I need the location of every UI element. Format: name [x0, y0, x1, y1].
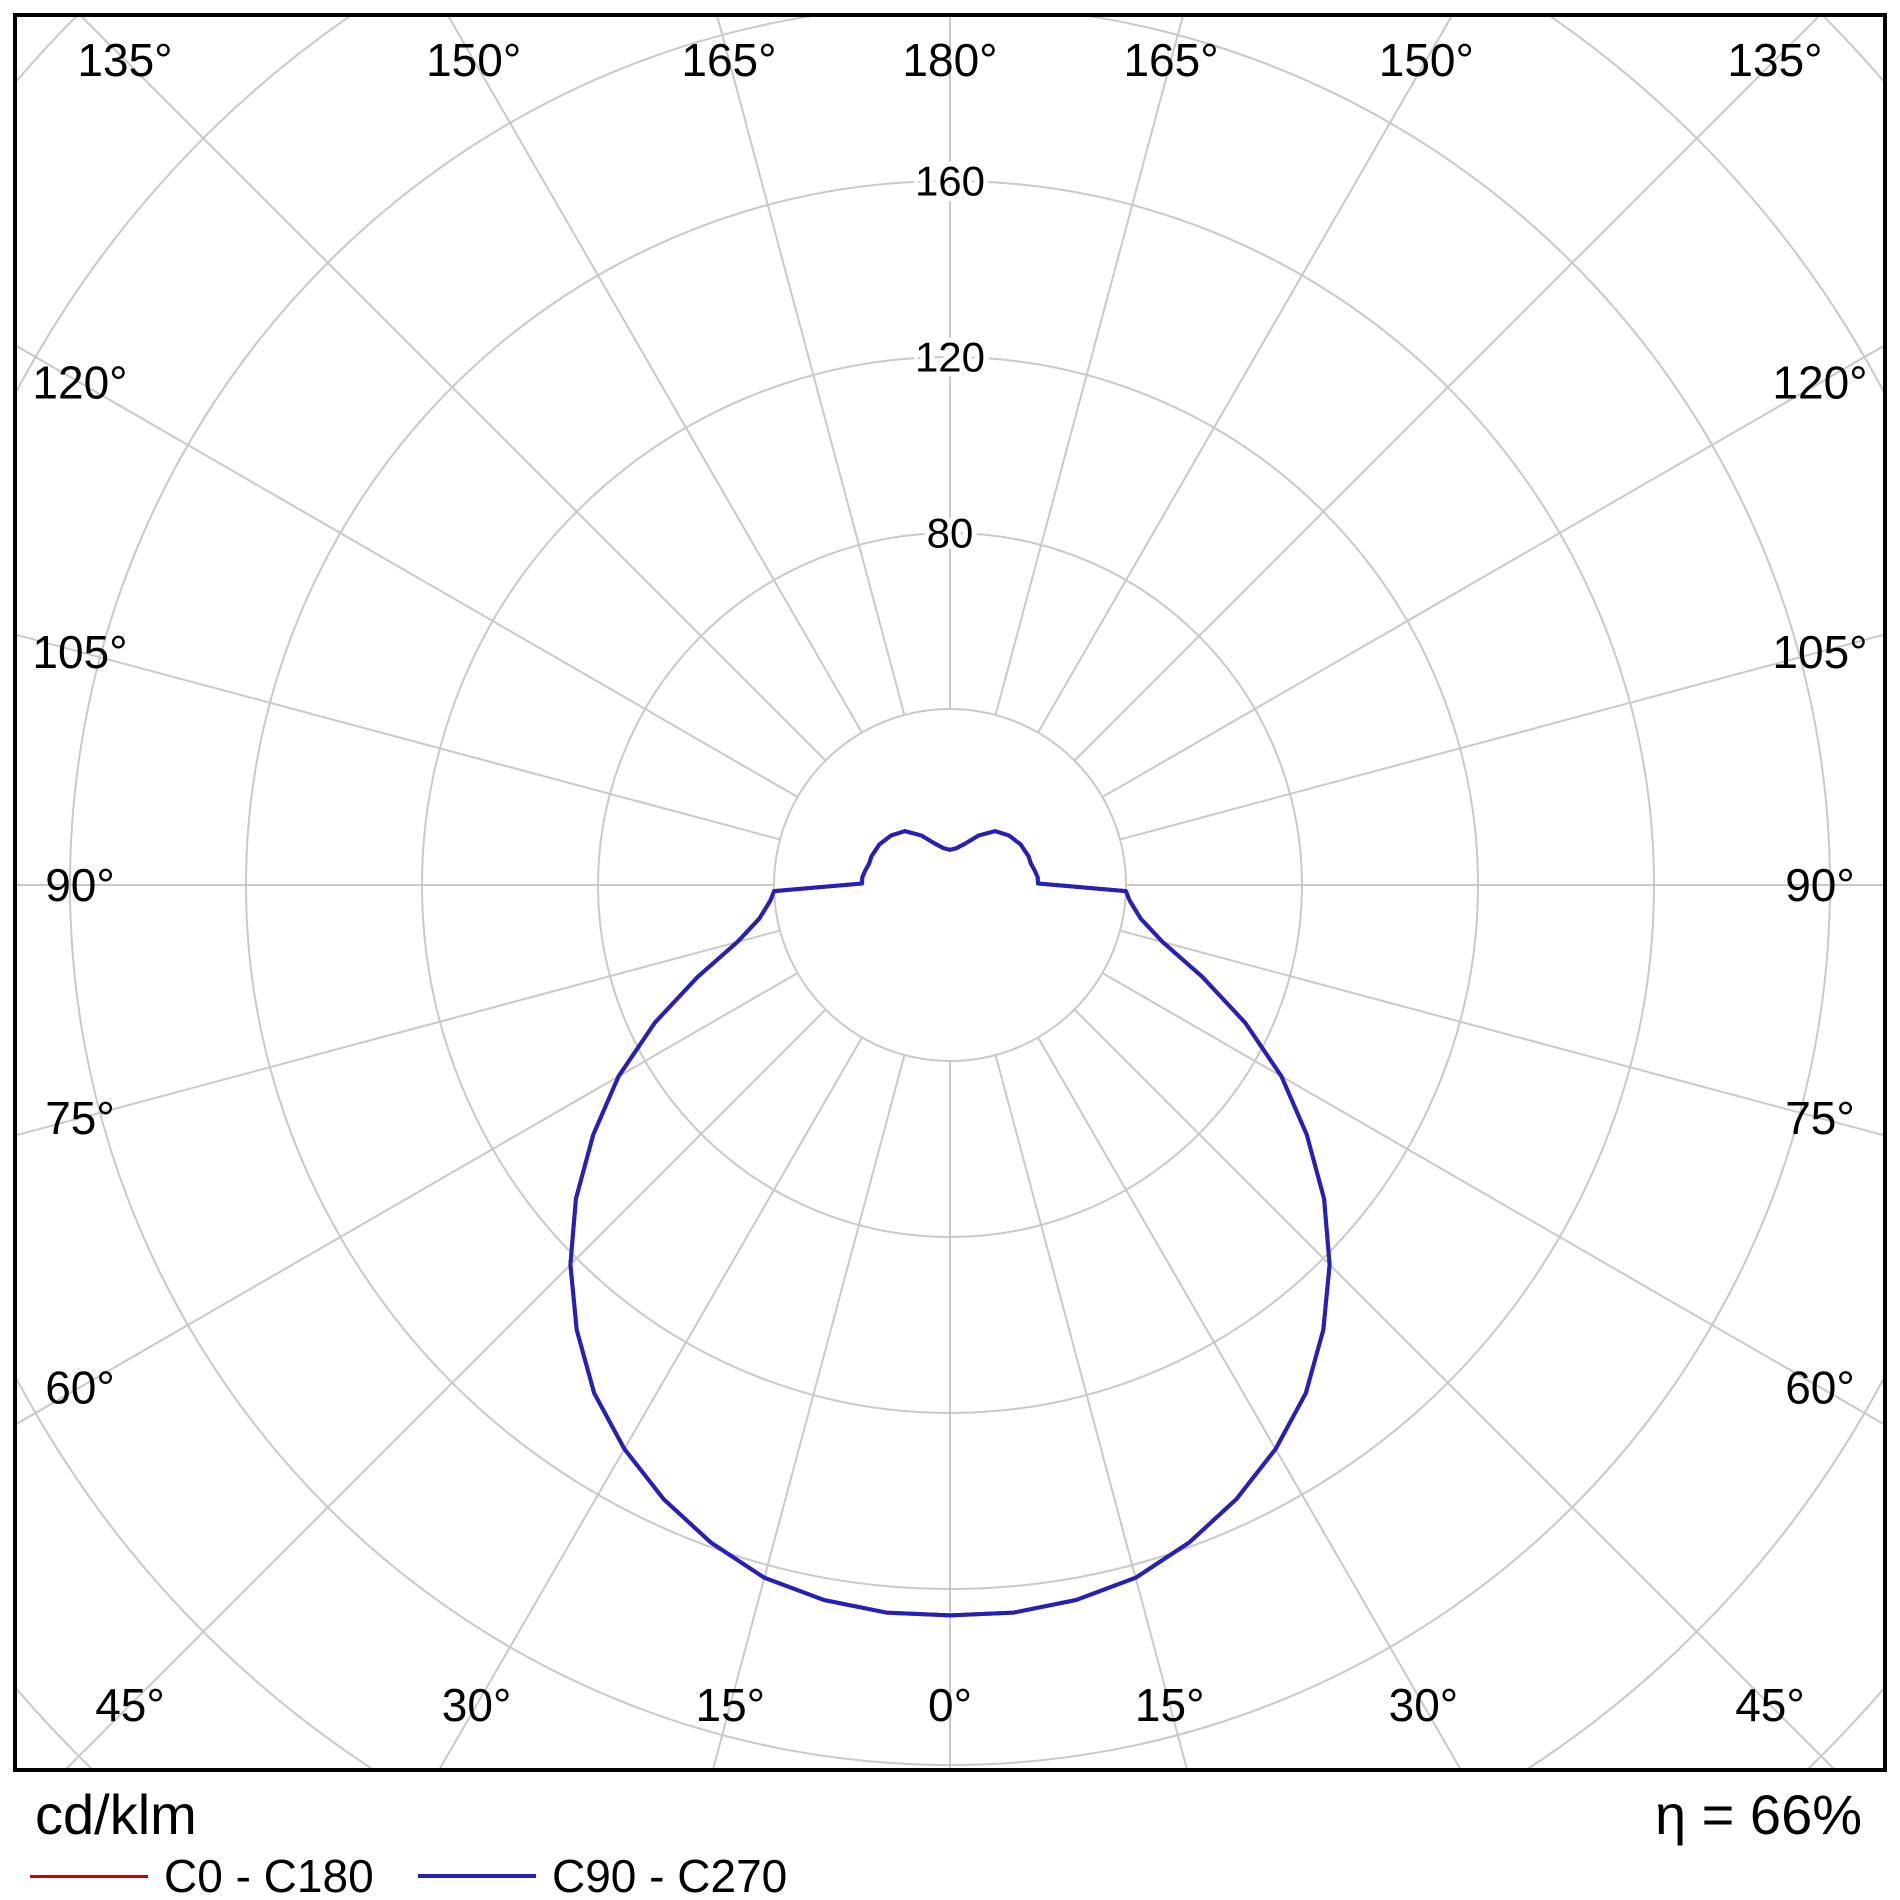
grid-spoke [1119, 929, 1883, 1137]
angle-label-105-right: 105° [1772, 626, 1867, 678]
radial-tick-label-80: 80 [927, 510, 974, 557]
legend: C0 - C180 C90 - C270 [0, 1850, 1900, 1900]
legend-item-c90-c270: C90 - C270 [418, 1850, 788, 1900]
angle-label-150-left: 150° [426, 34, 521, 86]
grid-spoke [1101, 972, 1883, 1425]
legend-item-c0-c180: C0 - C180 [30, 1850, 374, 1900]
grid-spoke [716, 17, 906, 716]
angle-label-135-right: 135° [1727, 34, 1822, 86]
legend-line-c90-c270-icon [418, 1874, 536, 1878]
angle-label-75-right: 75° [1785, 1092, 1855, 1144]
angle-label-45-left: 45° [95, 1679, 165, 1731]
grid-spoke [65, 1008, 827, 1768]
angle-label-150-right: 150° [1379, 34, 1474, 86]
angle-label-30-left: 30° [442, 1679, 512, 1731]
grid-spoke [447, 17, 863, 734]
angle-label-105-left: 105° [32, 626, 127, 678]
angle-label-45-right: 45° [1735, 1679, 1805, 1731]
legend-label-c0-c180: C0 - C180 [164, 1850, 374, 1900]
grid-spoke [17, 972, 799, 1425]
angle-label-30-right: 30° [1389, 1679, 1459, 1731]
angle-label-90-right: 90° [1785, 859, 1855, 911]
grid-spoke [994, 17, 1184, 716]
grid-spoke [1119, 633, 1883, 841]
grid-spoke [1073, 1008, 1835, 1768]
grid-spoke [439, 1036, 863, 1768]
angle-label-75-left: 75° [45, 1092, 115, 1144]
legend-label-c90-c270: C90 - C270 [552, 1850, 788, 1900]
angle-label-120-right: 120° [1772, 357, 1867, 409]
legend-line-c0-c180-icon [30, 1874, 148, 1878]
grid-spoke [994, 1054, 1188, 1768]
radial-tick-label-120: 120 [915, 334, 985, 381]
angle-label-180-right: 180° [902, 34, 997, 86]
footer-row: cd/klm η = 66% [0, 1782, 1900, 1846]
polar-grid [17, 17, 1883, 1768]
polar-chart: 0° 15° 15° 30° 30° 45° 45° 60° 60° 75° 75° 90° 90° 10… [13, 13, 1887, 1772]
grid-spoke [1037, 1036, 1461, 1768]
efficiency-value: η = 66% [1654, 1783, 1862, 1846]
grid-spoke [1101, 345, 1883, 798]
angle-label-15-left: 15° [696, 1679, 766, 1731]
grid-spoke [712, 1054, 906, 1768]
grid-spoke [80, 17, 827, 762]
angle-label-120-left: 120° [32, 357, 127, 409]
radial-tick-label-160: 160 [915, 158, 985, 205]
angle-label-165-left: 165° [681, 34, 776, 86]
angle-label-15-right: 15° [1135, 1679, 1205, 1731]
grid-spoke [1073, 17, 1820, 762]
plot-frame [13, 13, 1887, 1772]
angle-label-0-right: 0° [928, 1679, 972, 1731]
grid-spoke [17, 345, 799, 798]
angle-label-165-right: 165° [1123, 34, 1218, 86]
angle-label-90-left: 90° [45, 859, 115, 911]
curve-c90-c270 [568, 829, 1332, 1618]
angle-label-135-left: 135° [77, 34, 172, 86]
angle-label-60-left: 60° [45, 1361, 115, 1413]
grid-spoke [1037, 17, 1453, 734]
grid-spoke [17, 929, 781, 1137]
unit-label: cd/klm [35, 1783, 197, 1846]
angle-label-60-right: 60° [1785, 1361, 1855, 1413]
grid-spoke [17, 633, 781, 841]
